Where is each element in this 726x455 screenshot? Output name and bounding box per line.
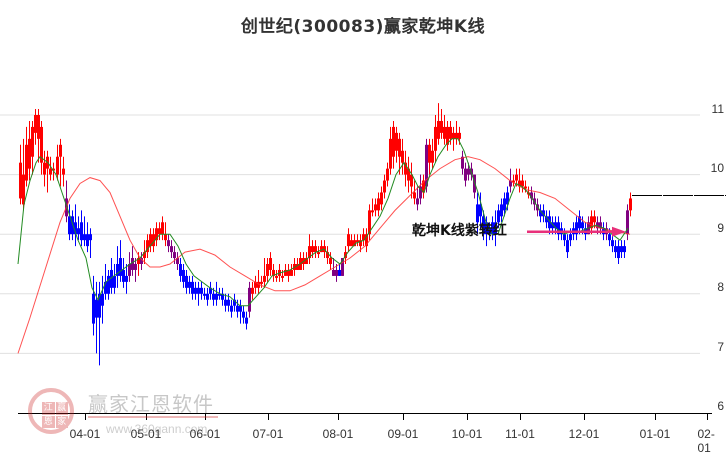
seal-char: 江 — [42, 402, 55, 415]
x-tick-10-01: 10-01 — [451, 427, 483, 441]
x-tick-04-01: 04-01 — [69, 427, 101, 441]
x-tick-06-01: 06-01 — [189, 427, 221, 441]
watermark-bar — [88, 416, 218, 418]
x-tick-07-01: 07-01 — [252, 427, 284, 441]
x-tick-12-01: 12-01 — [568, 427, 600, 441]
x-tick-01-01: 01-01 — [639, 427, 671, 441]
seal-char: 恩 — [42, 415, 55, 428]
seal-char: 赢 — [55, 402, 68, 415]
ma-short-line — [17, 138, 629, 307]
y-tick-7: 7 — [717, 340, 724, 354]
x-tick-05-01: 05-01 — [130, 427, 162, 441]
chart-title: 创世纪(300083)赢家乾坤K线 — [240, 17, 486, 37]
x-axis — [18, 413, 712, 420]
x-tick-09-01: 09-01 — [387, 427, 419, 441]
seal-char: 家 — [55, 415, 68, 428]
watermark-seal-logo: 江 赢 恩 家 — [28, 388, 74, 434]
x-tick-11-01: 11-01 — [505, 427, 535, 441]
y-tick-8: 8 — [717, 280, 724, 294]
x-tick-08-01: 08-01 — [322, 427, 354, 441]
y-tick-6: 6 — [717, 399, 724, 413]
annotation-arrow — [527, 226, 626, 237]
y-tick-10: 10 — [710, 161, 724, 175]
watermark-url: www.360gann.com — [106, 422, 208, 436]
annotation-label: 乾坤K线紫转红 — [412, 223, 507, 239]
y-tick-11: 11 — [711, 102, 724, 116]
ma-long-line — [17, 156, 631, 354]
x-tick-02-01: 02-01 — [697, 427, 715, 455]
y-tick-9: 9 — [717, 221, 724, 235]
watermark-name: 赢家江恩软件 — [88, 392, 214, 416]
